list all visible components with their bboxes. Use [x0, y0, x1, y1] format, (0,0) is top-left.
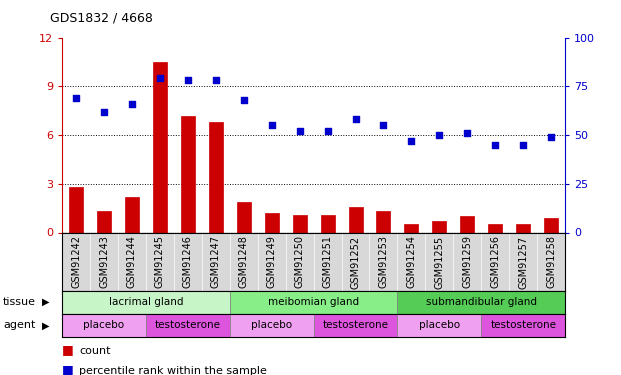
Bar [292, 214, 307, 232]
Bar [237, 202, 251, 232]
Point [211, 77, 220, 83]
Text: GSM91252: GSM91252 [350, 236, 361, 288]
Point [462, 130, 472, 136]
Bar [62, 291, 230, 314]
Bar [230, 291, 397, 314]
Text: GSM91255: GSM91255 [434, 236, 445, 288]
Bar [348, 207, 363, 232]
Bar [404, 224, 419, 232]
Text: GSM91249: GSM91249 [266, 236, 277, 288]
Bar [320, 214, 335, 232]
Text: ▶: ▶ [42, 321, 50, 330]
Point [490, 142, 500, 148]
Point [546, 134, 556, 140]
Text: submandibular gland: submandibular gland [426, 297, 537, 307]
Text: placebo: placebo [251, 321, 292, 330]
Text: GSM91247: GSM91247 [211, 236, 221, 288]
Text: testosterone: testosterone [490, 321, 556, 330]
Point [127, 101, 137, 107]
Text: testosterone: testosterone [322, 321, 389, 330]
Bar [62, 314, 146, 337]
Text: GSM91253: GSM91253 [378, 236, 389, 288]
Bar [481, 314, 565, 337]
Text: GDS1832 / 4668: GDS1832 / 4668 [50, 11, 153, 24]
Text: ▶: ▶ [42, 297, 50, 307]
Bar [69, 187, 83, 232]
Point [266, 122, 276, 128]
Point [294, 128, 304, 134]
Point [378, 122, 388, 128]
Bar [544, 218, 558, 232]
Point [99, 109, 109, 115]
Text: GSM91250: GSM91250 [294, 236, 305, 288]
Text: GSM91258: GSM91258 [546, 236, 556, 288]
Point [71, 95, 81, 101]
Point [350, 116, 360, 122]
Point [183, 77, 193, 83]
Text: GSM91243: GSM91243 [99, 236, 109, 288]
Bar [516, 224, 530, 232]
Bar [432, 221, 446, 232]
Text: GSM91256: GSM91256 [490, 236, 501, 288]
Text: testosterone: testosterone [155, 321, 221, 330]
Text: agent: agent [3, 321, 35, 330]
Point [155, 75, 165, 81]
Point [322, 128, 332, 134]
Text: GSM91244: GSM91244 [127, 236, 137, 288]
Bar [181, 116, 195, 232]
Bar [397, 314, 481, 337]
Text: GSM91254: GSM91254 [406, 236, 417, 288]
Point [434, 132, 444, 138]
Bar [153, 62, 167, 232]
Bar [125, 197, 139, 232]
Text: GSM91257: GSM91257 [518, 236, 528, 288]
Text: GSM91248: GSM91248 [238, 236, 249, 288]
Bar [314, 314, 397, 337]
Bar [230, 314, 314, 337]
Point [238, 97, 248, 103]
Bar [209, 122, 223, 232]
Text: placebo: placebo [83, 321, 125, 330]
Text: lacrimal gland: lacrimal gland [109, 297, 183, 307]
Text: GSM91242: GSM91242 [71, 236, 81, 288]
Text: GSM91245: GSM91245 [155, 236, 165, 288]
Bar [488, 224, 502, 232]
Bar [265, 213, 279, 232]
Text: GSM91259: GSM91259 [462, 236, 473, 288]
Text: meibomian gland: meibomian gland [268, 297, 359, 307]
Text: GSM91246: GSM91246 [183, 236, 193, 288]
Text: ■: ■ [62, 343, 74, 356]
Bar [460, 216, 474, 232]
Text: GSM91251: GSM91251 [322, 236, 333, 288]
Text: placebo: placebo [419, 321, 460, 330]
Point [518, 142, 528, 148]
Bar [97, 211, 111, 232]
Text: count: count [79, 346, 111, 356]
Point [406, 138, 416, 144]
Bar [376, 211, 391, 232]
Bar [397, 291, 565, 314]
Bar [146, 314, 230, 337]
Text: ■: ■ [62, 363, 74, 375]
Text: percentile rank within the sample: percentile rank within the sample [79, 366, 268, 375]
Text: tissue: tissue [3, 297, 36, 307]
